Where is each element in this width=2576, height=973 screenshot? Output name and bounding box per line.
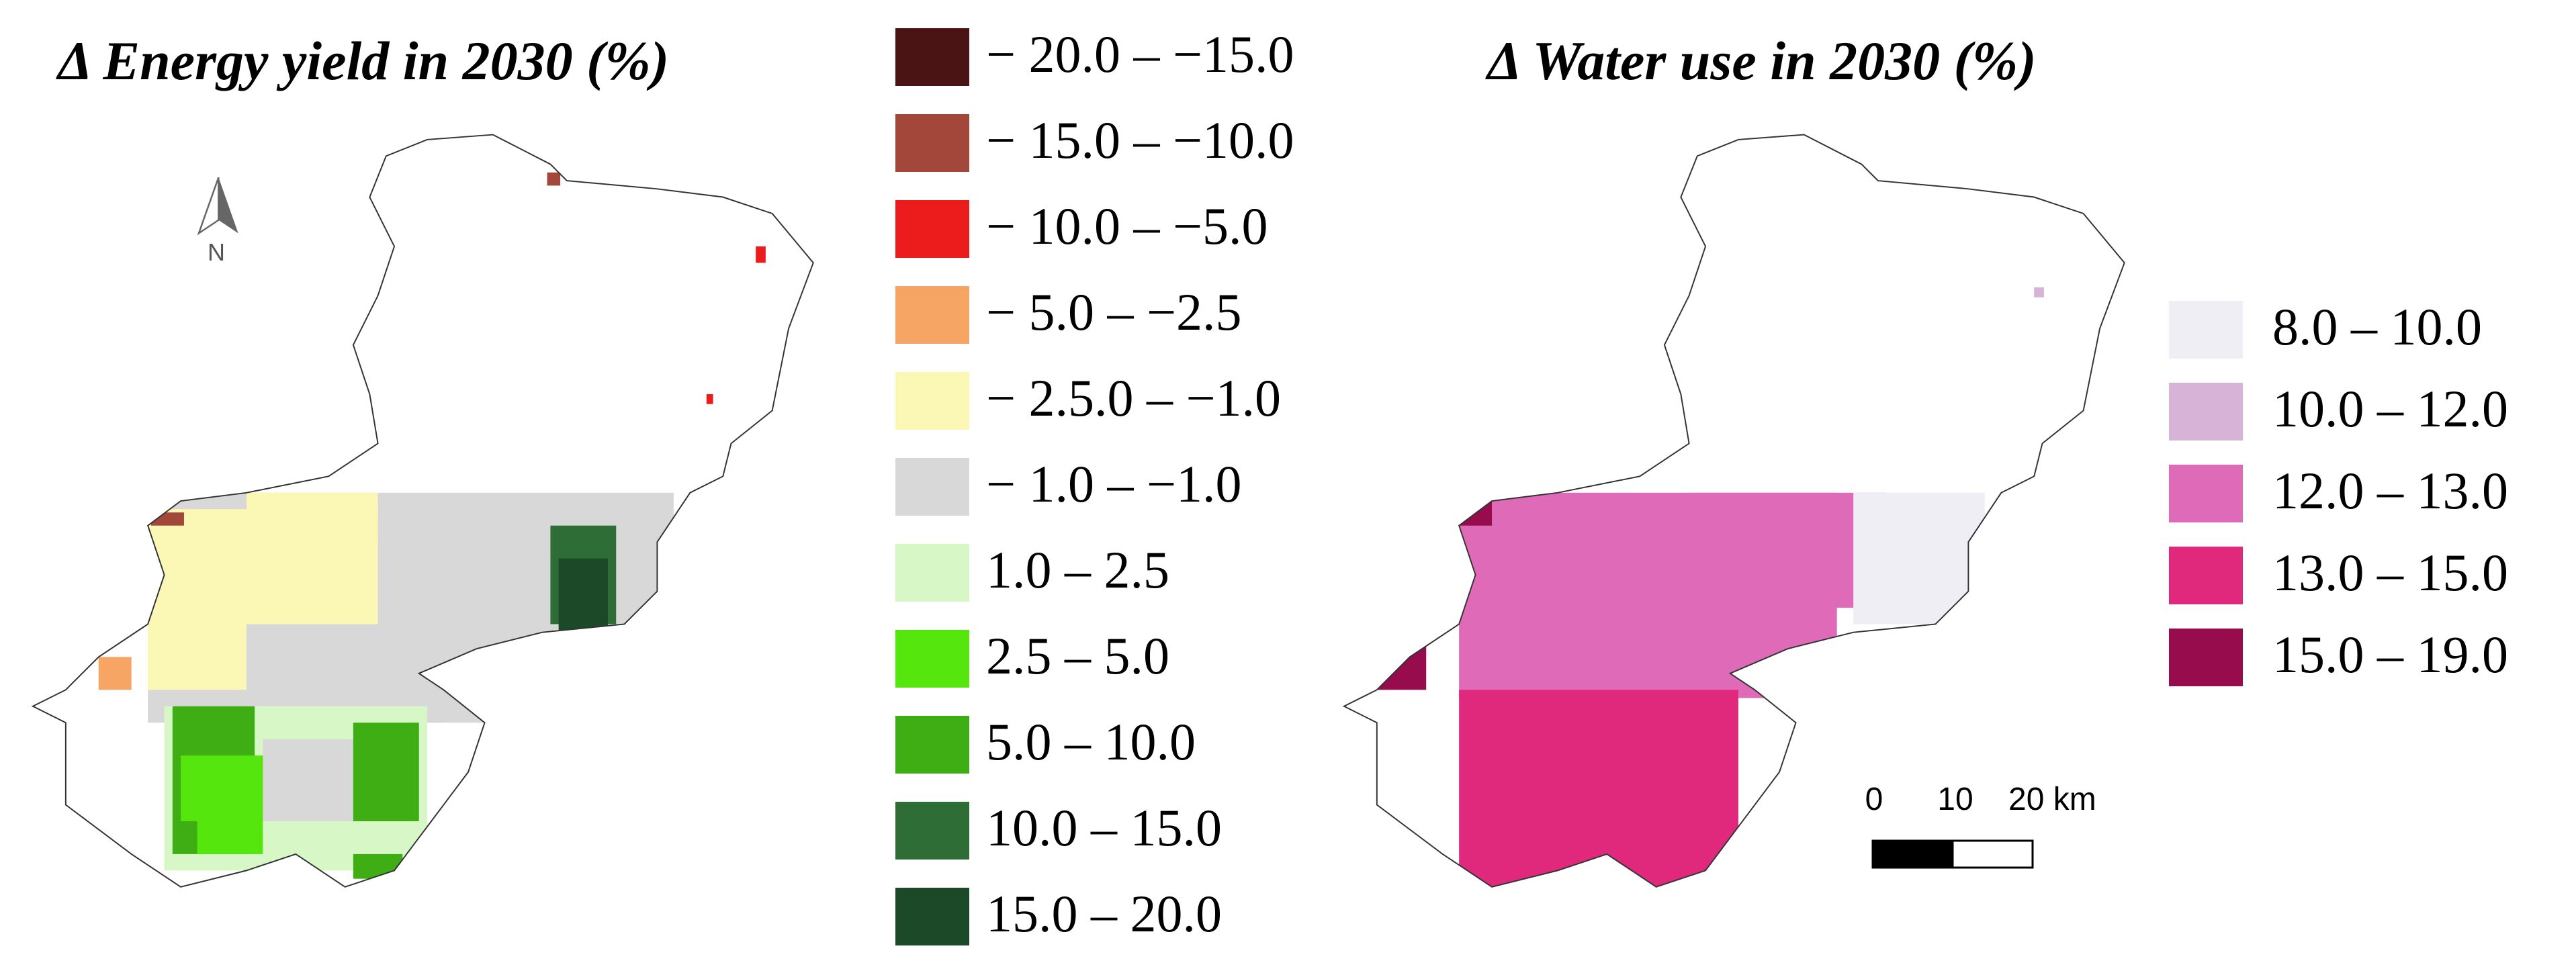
map-patch — [246, 624, 444, 723]
map-patches — [98, 172, 766, 879]
map-patch — [1459, 690, 1738, 887]
scale-segment — [1871, 839, 1954, 869]
map-patch — [2034, 287, 2044, 297]
legend-label: 10.0 – 12.0 — [2272, 379, 2508, 438]
legend-swatch — [895, 372, 969, 430]
north-label: N — [208, 238, 225, 266]
legends: − 20.0 – −15.0 − 15.0 – −10.0 − 10.0 – −5.… — [895, 25, 2508, 945]
scale-label: 20 km — [2008, 782, 2096, 817]
map-patch — [706, 394, 713, 404]
map-patch — [1656, 295, 1681, 316]
map-patch — [353, 723, 419, 821]
legend-label: − 10.0 – −5.0 — [986, 197, 1268, 255]
legend-swatch — [2169, 465, 2243, 522]
map-patch — [1853, 492, 1985, 624]
map-patches — [1376, 287, 2044, 887]
map-patch — [1459, 492, 1493, 526]
legend-swatch — [2169, 547, 2243, 604]
legend-label: − 5.0 – −2.5 — [986, 283, 1241, 341]
legend-swatch — [895, 114, 969, 172]
scale-segment — [1951, 839, 2034, 869]
legend-swatch — [895, 802, 969, 860]
legend-label: − 1.0 – −1.0 — [986, 455, 1241, 513]
north-arrow — [197, 177, 238, 236]
map-patch — [353, 853, 403, 879]
map-patch — [98, 657, 132, 690]
legend-label: − 2.5.0 – −1.0 — [986, 369, 1281, 427]
legend-swatch — [895, 286, 969, 344]
map-patch — [197, 821, 263, 854]
legend-label: 12.0 – 13.0 — [2272, 461, 2508, 520]
map-patch — [263, 739, 362, 821]
legend-swatch — [895, 888, 969, 945]
scale-bar: 0 10 20 km — [1865, 782, 2096, 869]
legend-label: − 20.0 – −15.0 — [986, 25, 1294, 83]
legend-swatch — [895, 544, 969, 602]
legend-swatch — [895, 200, 969, 258]
map-title: Δ Energy yield in 2030 (%) — [56, 30, 669, 91]
legend-label: 15.0 – 19.0 — [2272, 625, 2508, 684]
energy-map — [32, 134, 814, 888]
legend-label: 10.0 – 15.0 — [986, 798, 1222, 857]
map-patch — [246, 492, 378, 543]
legend-label: 1.0 – 2.5 — [986, 541, 1169, 599]
legend-label: 8.0 – 10.0 — [2272, 297, 2482, 356]
water-map — [1343, 134, 2125, 888]
legend-swatch — [895, 28, 969, 86]
legend-swatch — [895, 458, 969, 516]
scale-label: 0 — [1865, 782, 1883, 817]
map-patch — [547, 172, 561, 186]
legend-label: 5.0 – 10.0 — [986, 712, 1196, 771]
legend-swatch — [2169, 629, 2243, 686]
scale-label: 10 — [1937, 782, 1973, 817]
legend-label: 15.0 – 20.0 — [986, 884, 1222, 943]
legend-swatch — [895, 630, 969, 688]
legend-swatch — [895, 716, 969, 774]
legend-swatch — [2169, 383, 2243, 441]
map-patch — [756, 246, 766, 263]
legend-label: − 15.0 – −10.0 — [986, 111, 1294, 169]
map-title: Δ Water use in 2030 (%) — [1485, 30, 2037, 91]
map-patch — [558, 558, 609, 633]
map-patch — [345, 295, 362, 312]
legend-label: 13.0 – 15.0 — [2272, 543, 2508, 602]
legend-label: 2.5 – 5.0 — [986, 627, 1169, 685]
legend-swatch — [2169, 301, 2243, 359]
